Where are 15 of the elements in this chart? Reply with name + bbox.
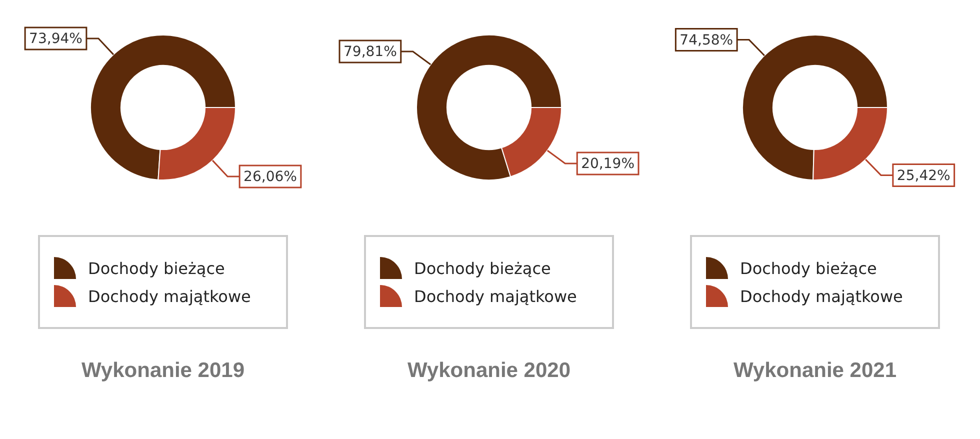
data-label: 26,06% (244, 169, 297, 186)
legend-label: Dochody majątkowe (740, 286, 903, 306)
data-label: 73,94% (29, 31, 82, 48)
text: Wykonanie 2020 (407, 359, 571, 383)
data-label: 74,58% (680, 32, 734, 48)
legend-label: Dochody bieżące (88, 258, 225, 278)
data-label: 20,19% (581, 156, 635, 172)
text: Wykonanie 2021 (733, 359, 897, 383)
legend-label: Dochody majątkowe (88, 286, 251, 306)
data-label: 25,42% (896, 168, 950, 184)
legend-label: Dochody majątkowe (414, 286, 577, 306)
legend-label: Dochody bieżące (414, 258, 551, 278)
text: Wykonanie 2019 (81, 359, 245, 383)
legend-label: Dochody bieżące (740, 258, 877, 278)
data-label: 79,81% (344, 44, 397, 60)
